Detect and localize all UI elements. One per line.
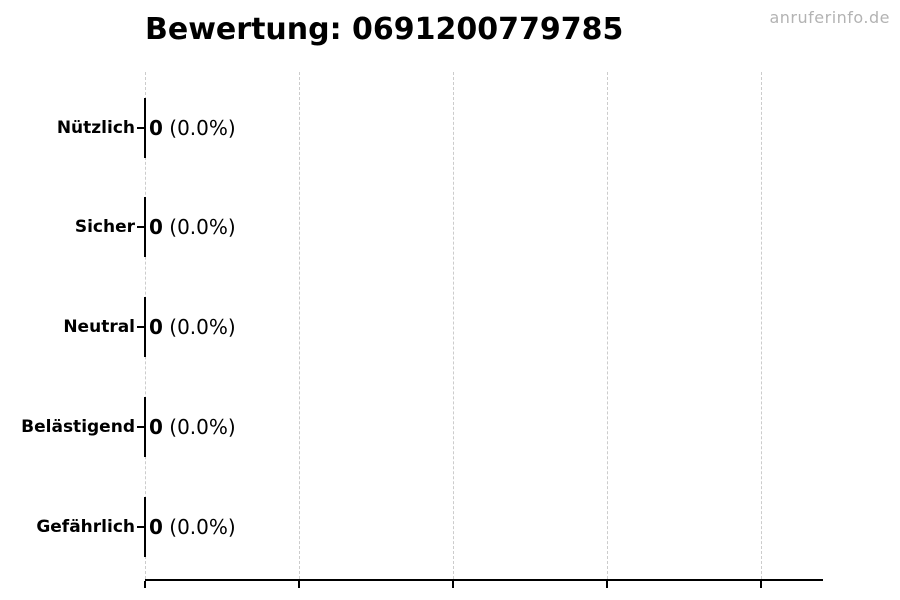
- x-axis-tick: [144, 581, 146, 588]
- value-label: 0 (0.0%): [149, 215, 236, 239]
- value-percent: (0.0%): [162, 414, 236, 439]
- category-label: Sicher: [74, 217, 135, 238]
- value-count: 0: [149, 514, 163, 539]
- x-axis-tick: [605, 581, 608, 588]
- category-label: Nützlich: [56, 117, 135, 138]
- y-axis-tick: [137, 126, 145, 129]
- value-label: 0 (0.0%): [149, 515, 236, 539]
- x-gridline: [298, 72, 300, 579]
- category-label: Neutral: [63, 317, 135, 338]
- value-count: 0: [149, 215, 163, 240]
- zero-width-bar: [144, 396, 146, 457]
- category-label: Gefährlich: [36, 516, 135, 537]
- value-label: 0 (0.0%): [149, 116, 236, 140]
- y-axis-tick: [137, 326, 145, 329]
- x-gridline: [452, 72, 454, 579]
- value-label: 0 (0.0%): [149, 315, 236, 339]
- x-axis-tick: [451, 581, 454, 588]
- y-axis-tick: [137, 425, 145, 428]
- zero-width-bar: [144, 496, 146, 557]
- value-count: 0: [149, 315, 163, 340]
- y-axis-tick: [137, 525, 145, 528]
- y-axis-tick: [137, 226, 145, 229]
- zero-width-bar: [144, 297, 146, 358]
- chart-title: Bewertung: 0691200779785: [145, 12, 624, 47]
- value-percent: (0.0%): [162, 115, 236, 140]
- value-count: 0: [149, 414, 163, 439]
- watermark-anruferinfo: anruferinfo.de: [769, 8, 890, 27]
- x-axis-tick: [297, 581, 300, 588]
- value-percent: (0.0%): [162, 315, 236, 340]
- category-label: Belästigend: [21, 416, 135, 437]
- value-label: 0 (0.0%): [149, 415, 236, 439]
- x-gridline: [760, 72, 762, 579]
- zero-width-bar: [144, 97, 146, 158]
- x-gridline: [606, 72, 608, 579]
- zero-width-bar: [144, 197, 146, 258]
- plot-area: Nützlich 0 (0.0%) Sicher 0 (0.0%) Neutral 0 (…: [21, 72, 823, 588]
- value-percent: (0.0%): [162, 514, 236, 539]
- x-axis-tick: [759, 581, 762, 588]
- value-count: 0: [149, 115, 163, 140]
- value-percent: (0.0%): [162, 215, 236, 240]
